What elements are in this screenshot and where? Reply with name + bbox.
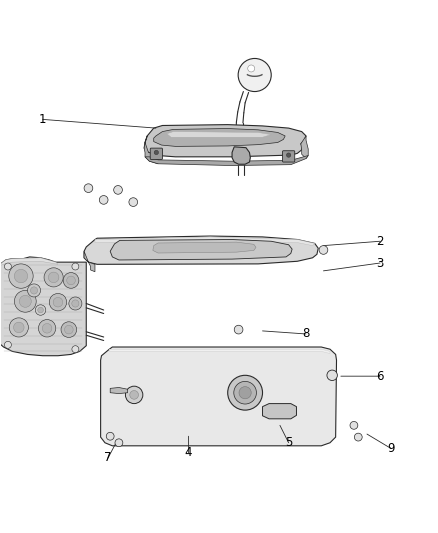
Text: 7: 7 bbox=[104, 451, 112, 464]
Circle shape bbox=[64, 325, 73, 334]
FancyBboxPatch shape bbox=[283, 151, 295, 162]
FancyBboxPatch shape bbox=[150, 148, 162, 159]
Circle shape bbox=[9, 318, 28, 337]
Polygon shape bbox=[145, 156, 308, 166]
Circle shape bbox=[72, 346, 79, 353]
Circle shape bbox=[354, 433, 362, 441]
Circle shape bbox=[9, 264, 33, 288]
Polygon shape bbox=[167, 132, 271, 137]
Polygon shape bbox=[144, 125, 306, 157]
Circle shape bbox=[53, 297, 63, 307]
Circle shape bbox=[61, 322, 77, 337]
Circle shape bbox=[99, 196, 108, 204]
Text: 3: 3 bbox=[376, 256, 384, 270]
Circle shape bbox=[129, 198, 138, 206]
Circle shape bbox=[14, 290, 36, 312]
Circle shape bbox=[327, 370, 337, 381]
Polygon shape bbox=[301, 136, 308, 158]
Polygon shape bbox=[95, 237, 315, 246]
Circle shape bbox=[39, 320, 56, 337]
Circle shape bbox=[228, 375, 262, 410]
Circle shape bbox=[63, 272, 79, 288]
Circle shape bbox=[350, 422, 358, 429]
Circle shape bbox=[72, 263, 79, 270]
Text: 9: 9 bbox=[387, 442, 395, 455]
Circle shape bbox=[115, 439, 123, 447]
Polygon shape bbox=[144, 136, 158, 164]
Circle shape bbox=[38, 307, 43, 313]
Circle shape bbox=[67, 276, 75, 285]
Circle shape bbox=[114, 185, 122, 194]
Circle shape bbox=[154, 150, 159, 155]
Circle shape bbox=[69, 297, 82, 310]
Polygon shape bbox=[84, 251, 95, 272]
Circle shape bbox=[286, 153, 291, 157]
Circle shape bbox=[14, 322, 24, 333]
Polygon shape bbox=[232, 147, 251, 164]
Circle shape bbox=[238, 59, 271, 92]
Circle shape bbox=[48, 272, 59, 282]
Polygon shape bbox=[0, 257, 86, 356]
Circle shape bbox=[28, 284, 41, 297]
Circle shape bbox=[4, 341, 11, 349]
Text: 1: 1 bbox=[39, 113, 46, 126]
Circle shape bbox=[125, 386, 143, 403]
Circle shape bbox=[30, 287, 38, 294]
Circle shape bbox=[106, 432, 114, 440]
Polygon shape bbox=[110, 239, 292, 260]
Polygon shape bbox=[0, 258, 58, 266]
Polygon shape bbox=[154, 128, 285, 147]
Circle shape bbox=[14, 269, 28, 283]
Circle shape bbox=[19, 295, 31, 308]
Polygon shape bbox=[153, 242, 256, 253]
Circle shape bbox=[35, 305, 46, 315]
Circle shape bbox=[234, 382, 256, 404]
Circle shape bbox=[239, 386, 251, 399]
Circle shape bbox=[4, 263, 11, 270]
Text: 4: 4 bbox=[185, 446, 192, 459]
Polygon shape bbox=[101, 347, 336, 446]
Circle shape bbox=[248, 65, 254, 72]
Polygon shape bbox=[110, 349, 330, 353]
Circle shape bbox=[84, 184, 93, 192]
Circle shape bbox=[319, 246, 328, 254]
Text: 6: 6 bbox=[376, 370, 384, 383]
Text: 2: 2 bbox=[376, 235, 384, 248]
Circle shape bbox=[234, 325, 243, 334]
Text: 5: 5 bbox=[285, 437, 292, 449]
Circle shape bbox=[130, 391, 138, 399]
Polygon shape bbox=[84, 236, 318, 264]
Circle shape bbox=[72, 300, 79, 307]
Polygon shape bbox=[110, 387, 127, 393]
Text: 8: 8 bbox=[302, 327, 310, 341]
Polygon shape bbox=[262, 403, 297, 419]
Circle shape bbox=[49, 294, 67, 311]
Circle shape bbox=[42, 324, 52, 333]
Circle shape bbox=[44, 268, 63, 287]
